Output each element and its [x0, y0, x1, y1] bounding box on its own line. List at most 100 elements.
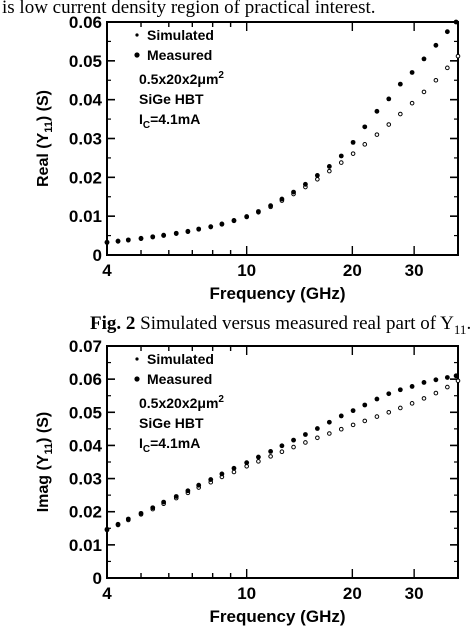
caption-subscript: 11 — [454, 322, 467, 337]
y-axis-label-end: ) (S) — [35, 90, 52, 121]
point-simulated — [362, 418, 368, 424]
annotation-current-sub: C — [143, 120, 150, 131]
point-measured — [444, 29, 450, 35]
annotation-device: SiGe HBT — [139, 415, 204, 431]
point-measured — [231, 218, 237, 223]
annotation-current-symbol: I — [139, 435, 143, 451]
point-simulated — [374, 132, 380, 137]
point-simulated — [303, 440, 308, 445]
annotation-current-value: =4.1mA — [150, 435, 200, 451]
point-measured — [374, 396, 380, 402]
point-measured — [386, 96, 392, 102]
point-simulated — [338, 160, 344, 165]
y-axis-label: Imag (Y11) (S) — [35, 412, 55, 513]
point-simulated — [279, 449, 285, 455]
point-simulated — [455, 53, 461, 59]
figure-caption: Fig. 2 Simulated versus measured real pa… — [90, 313, 471, 337]
y-tick-label: 0.02 — [69, 503, 102, 522]
point-simulated — [421, 396, 427, 401]
point-simulated — [386, 409, 392, 415]
legend-marker-simulated — [135, 357, 139, 361]
y-axis-label: Real (Y11) (S) — [35, 90, 55, 187]
point-measured — [350, 408, 356, 414]
caption-label: Fig. 2 — [90, 313, 135, 334]
point-measured — [421, 380, 427, 385]
point-simulated — [374, 414, 380, 419]
annotation-dimensions: 0.5x20x2μm2 — [139, 394, 224, 411]
point-measured — [291, 437, 296, 443]
y-tick-label: 0.03 — [69, 470, 102, 489]
point-measured — [374, 108, 380, 114]
annotation-current-symbol: I — [139, 111, 143, 127]
annotation-current-value: =4.1mA — [150, 111, 200, 127]
y-tick-label: 0.06 — [69, 370, 102, 389]
x-tick-label: 20 — [343, 261, 362, 280]
point-measured — [314, 426, 320, 431]
point-measured — [326, 419, 332, 425]
point-measured — [104, 526, 110, 532]
point-measured — [231, 465, 237, 471]
point-measured — [397, 81, 403, 87]
point-simulated — [350, 422, 356, 428]
point-measured — [397, 387, 403, 393]
annotation-current-sub: C — [143, 444, 150, 455]
y-axis-label-sub: 11 — [43, 443, 55, 455]
y-tick-label: 0.01 — [69, 536, 102, 555]
point-measured — [303, 432, 308, 437]
point-measured — [150, 234, 156, 240]
y-tick-label: 0.06 — [69, 13, 102, 32]
y-axis-label-base: Real (Y — [35, 132, 52, 187]
annotation-device: SiGe HBT — [139, 91, 204, 107]
x-tick-label: 30 — [405, 261, 424, 280]
point-measured — [219, 471, 225, 477]
point-measured — [161, 499, 167, 505]
point-measured — [150, 505, 156, 511]
point-simulated — [362, 142, 368, 147]
point-measured — [362, 402, 368, 408]
chart-imag-y11: 0 0.01 0.02 0.03 0.04 0.05 0.06 0.07 4 10 20 30 Freq… — [35, 337, 461, 626]
y-tick-label: 0 — [93, 246, 102, 265]
point-measured — [196, 226, 202, 232]
point-measured — [268, 203, 274, 209]
caption-period: . — [466, 313, 471, 334]
point-measured — [444, 375, 450, 380]
top-text: is low current density region of practic… — [2, 0, 376, 18]
caption-text: Simulated versus measured real part of Y — [135, 313, 454, 334]
point-measured — [279, 443, 285, 449]
annotation-current: IC=4.1mA — [139, 111, 200, 131]
point-measured — [125, 516, 131, 522]
point-simulated — [350, 151, 356, 156]
point-measured — [303, 181, 308, 187]
point-simulated — [421, 89, 427, 95]
point-measured — [161, 232, 167, 238]
point-simulated — [409, 100, 415, 106]
annotation-dimensions-text: 0.5x20x2μm — [139, 395, 218, 411]
annotation-current: IC=4.1mA — [139, 435, 200, 455]
point-simulated — [256, 459, 261, 464]
point-measured — [219, 221, 225, 227]
y-tick-label: 0.05 — [69, 403, 102, 422]
point-measured — [433, 377, 439, 383]
point-simulated — [433, 77, 439, 83]
point-measured — [453, 19, 459, 25]
point-measured — [256, 454, 261, 460]
point-simulated — [386, 122, 392, 127]
point-measured — [279, 196, 285, 202]
point-measured — [350, 139, 356, 145]
point-measured — [125, 237, 131, 243]
chart-real-y11: 0 0.01 0.02 0.03 0.04 0.05 0.06 4 10 20 30 Frequenc… — [35, 13, 461, 303]
point-measured — [268, 448, 274, 454]
point-measured — [338, 153, 344, 159]
y-tick-label: 0.01 — [69, 207, 102, 226]
point-simulated — [409, 401, 415, 406]
point-measured — [314, 172, 320, 178]
annotation-dimensions-text: 0.5x20x2μm — [139, 71, 218, 87]
point-measured — [326, 164, 332, 169]
point-measured — [104, 239, 110, 245]
point-simulated — [455, 378, 461, 384]
point-measured — [453, 373, 459, 379]
x-axis-label: Frequency (GHz) — [209, 607, 345, 626]
point-simulated — [327, 431, 332, 436]
point-simulated — [445, 65, 450, 71]
